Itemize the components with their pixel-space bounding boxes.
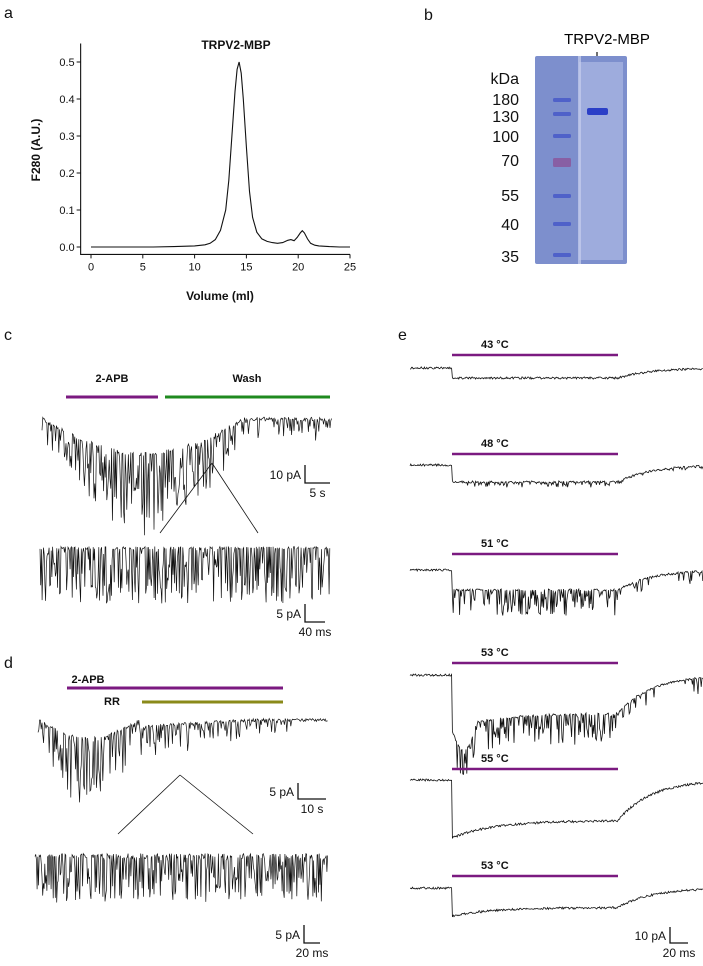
gel-ladder-label: 40 <box>501 217 519 234</box>
gel-sample-lane <box>579 62 623 260</box>
panel-e-traces: 43 °C 48 °C 51 °C 53 °C 55 °C 53 °C 10 pA 20 ms <box>409 339 703 960</box>
scale-d-zoom-bar <box>303 925 320 944</box>
gel-ladder-band <box>553 98 571 102</box>
bar-rr-label: RR <box>104 696 120 708</box>
trace-d-zoom <box>34 852 328 903</box>
zoom-line-right <box>211 462 259 534</box>
scale-d-zoom-x-label: 20 ms <box>296 946 329 960</box>
trace-e-48 <box>409 463 703 488</box>
panel-c-traces: 2-APB Wash 10 pA 5 s 5 pA 40 ms <box>39 373 332 639</box>
x-tick-label: 15 <box>240 261 252 273</box>
gel-ladder-label: 70 <box>501 153 519 170</box>
gel-ladder-label: 180 <box>492 92 519 109</box>
gel-unit: kDa <box>491 71 520 88</box>
y-tick-label: 0.0 <box>59 242 74 254</box>
zoom-line-right-d <box>179 774 254 835</box>
trace-e-55 <box>409 778 703 839</box>
x-tick-label: 20 <box>292 261 304 273</box>
gel-ladder-band <box>553 158 571 167</box>
trace-d-main <box>37 717 328 803</box>
scale-c-main-y-label: 10 pA <box>270 468 301 482</box>
scale-c-zoom-x-label: 40 ms <box>299 625 332 639</box>
trace-c-zoom <box>39 545 331 604</box>
gel-ladder-band <box>553 134 571 138</box>
chromatogram-title: TRPV2-MBP <box>201 38 270 52</box>
chromatogram-axes <box>80 43 350 255</box>
y-tick-label: 0.4 <box>59 94 74 106</box>
temp-label: 53 °C <box>481 647 509 659</box>
bar-2apb-d-label: 2-APB <box>71 674 104 686</box>
x-tick-label: 10 <box>188 261 200 273</box>
scale-d-main-y-label: 5 pA <box>269 785 294 799</box>
chromatogram-ylabel: F280 (A.U.) <box>29 119 43 182</box>
zoom-line-left-d <box>117 774 181 835</box>
gel-ladder-band <box>553 112 571 116</box>
temp-label: 43 °C <box>481 339 509 351</box>
zoom-line-left <box>159 462 213 534</box>
trace-c-main <box>41 416 332 536</box>
y-tick-label: 0.5 <box>59 57 74 69</box>
scale-d-zoom-y-label: 5 pA <box>275 928 300 942</box>
y-tick-label: 0.3 <box>59 131 74 143</box>
scale-d-main-bar <box>297 783 326 800</box>
temp-label: 53 °C <box>481 860 509 872</box>
gel-ladder-label: 100 <box>492 129 519 146</box>
x-tick-label: 25 <box>344 261 356 273</box>
chromatogram-xlabel: Volume (ml) <box>186 289 254 303</box>
x-tick-label: 0 <box>88 261 94 273</box>
scale-c-main-bar <box>304 465 330 484</box>
chromatogram-series-line <box>91 61 350 248</box>
scale-c-main-x-label: 5 s <box>309 486 325 500</box>
scale-e-y-label: 10 pA <box>635 929 666 943</box>
trace-e-53 <box>409 886 703 918</box>
gel-ladder-band <box>553 222 571 226</box>
gel-ladder-band <box>553 253 571 257</box>
panel-label-c: c <box>4 327 12 344</box>
gel-ladder-label: 35 <box>501 249 519 266</box>
temp-label: 55 °C <box>481 753 509 765</box>
scale-d-main-x-label: 10 s <box>301 802 324 816</box>
chromatogram-chart: TRPV2-MBP F280 (A.U.) Volume (ml) 0 5 10 15… <box>29 38 356 303</box>
gel-band-label: TRPV2-MBP <box>564 31 650 48</box>
scale-e-bar <box>669 927 688 944</box>
scale-c-zoom-bar <box>304 604 325 623</box>
temp-label: 48 °C <box>481 438 509 450</box>
panel-label-e: e <box>398 327 407 344</box>
scale-e-x-label: 20 ms <box>663 946 696 960</box>
y-tick-label: 0.1 <box>59 205 74 217</box>
temp-label: 51 °C <box>481 538 509 550</box>
gel-ladder-label: 55 <box>501 188 519 205</box>
trace-e-53 <box>409 673 703 775</box>
scale-c-zoom-y-label: 5 pA <box>276 607 301 621</box>
gel-lane-divider <box>578 56 581 264</box>
trace-e-51 <box>409 568 703 616</box>
panel-label-d: d <box>4 655 13 672</box>
gel-ladder-band <box>553 194 571 198</box>
trace-e-43 <box>410 366 703 380</box>
gel-ladder-label: 130 <box>492 109 519 126</box>
bar-wash-label: Wash <box>233 373 262 385</box>
panel-label-a: a <box>4 5 13 22</box>
gel-target-band <box>587 108 608 115</box>
panel-label-b: b <box>424 7 433 24</box>
y-tick-label: 0.2 <box>59 168 74 180</box>
x-tick-label: 5 <box>140 261 146 273</box>
bar-2apb-label: 2-APB <box>95 373 128 385</box>
